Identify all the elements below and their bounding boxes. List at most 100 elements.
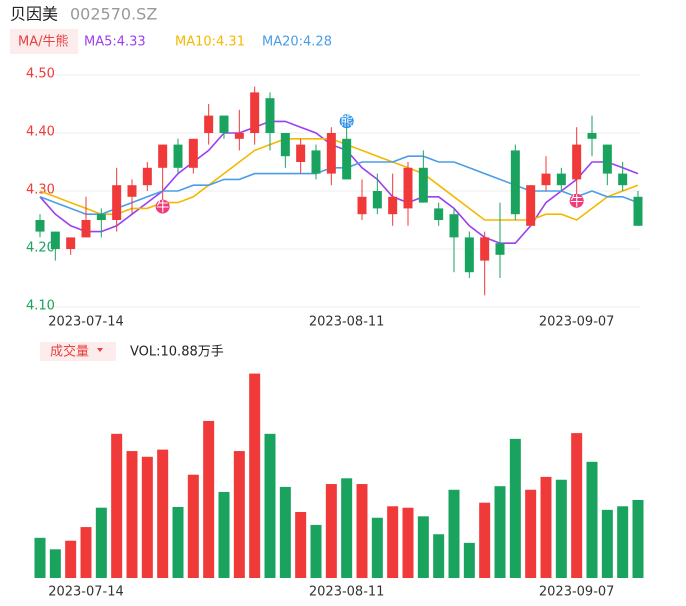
legend-entry: MA5:4.33 (84, 35, 146, 50)
ma-button-bg[interactable] (10, 29, 78, 54)
legend-entry: MA10:4.31 (175, 35, 245, 50)
candle-body (66, 237, 76, 249)
candle-body (158, 144, 168, 168)
candle-body (449, 214, 459, 238)
volume-bar (187, 474, 199, 578)
candle-body (633, 196, 643, 226)
volume-bar (617, 506, 629, 578)
volume-bar (295, 512, 307, 578)
candle-body (265, 98, 275, 133)
candle-body (403, 167, 413, 209)
volume-bar (49, 549, 61, 578)
signal-label: 牛 (570, 194, 583, 209)
candle-body (556, 173, 566, 186)
volume-bar (34, 537, 46, 578)
x-tick-label: 2023-09-07 (539, 315, 615, 330)
ma-line (39, 155, 639, 215)
ma-line (39, 138, 639, 221)
candle-body (342, 138, 352, 180)
candle-body (173, 144, 183, 168)
volume-bar (172, 506, 184, 578)
x-tick-label: 2023-09-07 (539, 585, 615, 600)
candle-body (35, 220, 45, 232)
candle-body (618, 173, 628, 186)
candle-body (510, 150, 520, 215)
volume-bar (371, 517, 383, 578)
volume-bar (111, 433, 123, 578)
volume-bar (218, 491, 230, 578)
signal-icon (569, 193, 584, 208)
stock-code: 002570.SZ (70, 5, 157, 24)
volume-bar (233, 451, 245, 578)
volume-bar (157, 449, 169, 578)
candle-body (112, 185, 122, 220)
volume-bar (555, 479, 567, 578)
candle-body (188, 138, 198, 168)
volume-bar (586, 461, 598, 578)
candle-body (495, 243, 505, 255)
candle-body (572, 144, 582, 180)
volume-bar (279, 486, 291, 578)
candle-body (280, 133, 290, 157)
volume-bar (264, 433, 276, 578)
volume-bar (126, 451, 138, 578)
volume-bar (203, 420, 215, 578)
volume-bar (402, 507, 414, 578)
ma-button[interactable]: MA/牛熊 (18, 34, 69, 50)
candle-body (142, 167, 152, 186)
vol-button-bg[interactable] (40, 342, 116, 361)
candle-body (250, 92, 260, 133)
volume-bar (601, 509, 613, 578)
candle-body (81, 220, 91, 238)
y-tick-label: 4.20 (26, 241, 55, 256)
volume-bar (509, 438, 521, 578)
signal-icon (155, 199, 170, 214)
candle-body (587, 133, 597, 139)
volume-bar (525, 489, 537, 578)
volume-bar (325, 484, 337, 578)
candle-body (480, 237, 490, 261)
y-tick-label: 4.40 (26, 125, 55, 140)
candle-body (204, 115, 214, 133)
volume-bar (433, 534, 445, 578)
candle-body (357, 196, 367, 215)
signal-icon (339, 114, 354, 129)
signal-label: 牛 (156, 200, 169, 215)
candle-body (50, 231, 60, 249)
volume-bar (80, 527, 92, 578)
dropdown-arrow[interactable] (97, 348, 103, 352)
volume-bar (249, 373, 261, 578)
candle-body (127, 185, 137, 197)
vol-button[interactable]: 成交量 (50, 344, 89, 360)
candle-body (434, 208, 444, 220)
volume-bar (65, 540, 77, 578)
candle-body (464, 237, 474, 273)
volume-bar (632, 499, 644, 578)
volume-bar (356, 484, 368, 578)
candle-body (602, 144, 612, 174)
candle-body (311, 150, 321, 174)
volume-bar (95, 507, 107, 578)
candle-body (219, 115, 229, 133)
volume-bar (448, 489, 460, 578)
x-tick-label: 2023-07-14 (48, 315, 124, 330)
x-tick-label: 2023-08-11 (309, 585, 385, 600)
stock-name: 贝因美 (10, 5, 58, 24)
x-tick-label: 2023-08-11 (309, 315, 385, 330)
volume-bar (571, 433, 583, 578)
candle-body (541, 173, 551, 186)
candle-body (526, 185, 536, 226)
signal-label: 熊 (340, 114, 353, 130)
volume-bar (494, 486, 506, 578)
candle-body (234, 133, 244, 139)
volume-bar (479, 502, 491, 578)
candle-body (418, 167, 428, 203)
volume-bar (540, 476, 552, 578)
volume-bar (417, 516, 429, 578)
volume-bar (387, 506, 399, 578)
legend-entry: MA20:4.28 (262, 35, 332, 50)
volume-bar (141, 456, 153, 578)
vol-label: VOL:10.88万手 (130, 345, 224, 360)
